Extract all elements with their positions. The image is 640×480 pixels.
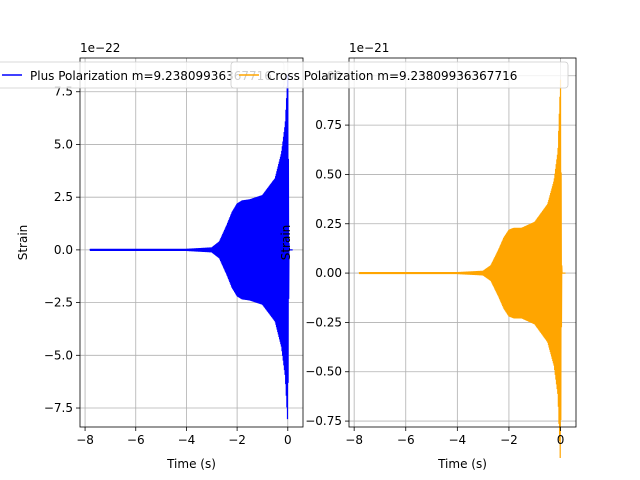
x-tick-label: 0 (284, 433, 292, 447)
y-tick-label: −5.0 (44, 348, 73, 362)
waveform-line (89, 74, 293, 420)
y-tick-label: −0.50 (305, 365, 342, 379)
y-tick-label: 2.5 (54, 190, 73, 204)
y-tick-label: 0.50 (315, 167, 342, 181)
x-axis-label: Time (s) (437, 457, 487, 471)
legend-label: Plus Polarization m=9.23809936367716 (30, 69, 272, 83)
y-tick-label: 0.00 (315, 266, 342, 280)
legend: Cross Polarization m=9.23809936367716 (230, 61, 569, 89)
y-tick-label: −7.5 (44, 401, 73, 415)
cross-polarization-panel: −8 −6 −4 −2 0 −0.75 −0.50 −0.25 0.00 0.25 0.50 0.75… (230, 41, 577, 471)
axes-frame (79, 57, 304, 428)
offset-label: 1e−22 (80, 41, 120, 55)
legend: Plus Polarization m=9.23809936367716 (0, 61, 285, 89)
x-tick-label: −2 (228, 433, 246, 447)
y-axis-label: Strain (16, 225, 30, 261)
x-tick-label: −4 (448, 433, 466, 447)
legend-label: Cross Polarization m=9.23809936367716 (267, 69, 517, 83)
y-tick-label: 0.75 (315, 118, 342, 132)
axes-frame (348, 57, 577, 428)
x-tick-label: −8 (345, 433, 363, 447)
y-tick-label: 0.0 (54, 243, 73, 257)
x-tick-label: −2 (500, 433, 518, 447)
legend-box (230, 61, 569, 89)
y-tick-label: −0.25 (305, 315, 342, 329)
x-tick-label: −6 (127, 433, 145, 447)
x-tick-label: −4 (178, 433, 196, 447)
x-tick-label: −8 (76, 433, 94, 447)
y-tick-label: 5.0 (54, 137, 73, 151)
x-tick-label: −6 (397, 433, 415, 447)
y-tick-label: −2.5 (44, 296, 73, 310)
y-tick-label: 0.25 (315, 217, 342, 231)
y-tick-label: −0.75 (305, 414, 342, 428)
offset-label: 1e−21 (349, 41, 389, 55)
y-axis-label: Strain (279, 225, 293, 261)
waveform-line (358, 79, 566, 458)
x-axis-label: Time (s) (166, 457, 216, 471)
plus-polarization-panel: −8 −6 −4 −2 0−7.5−5.0−2.50.02.55.07.51e−22Ti… (0, 41, 304, 471)
x-tick-label: 0 (557, 433, 565, 447)
